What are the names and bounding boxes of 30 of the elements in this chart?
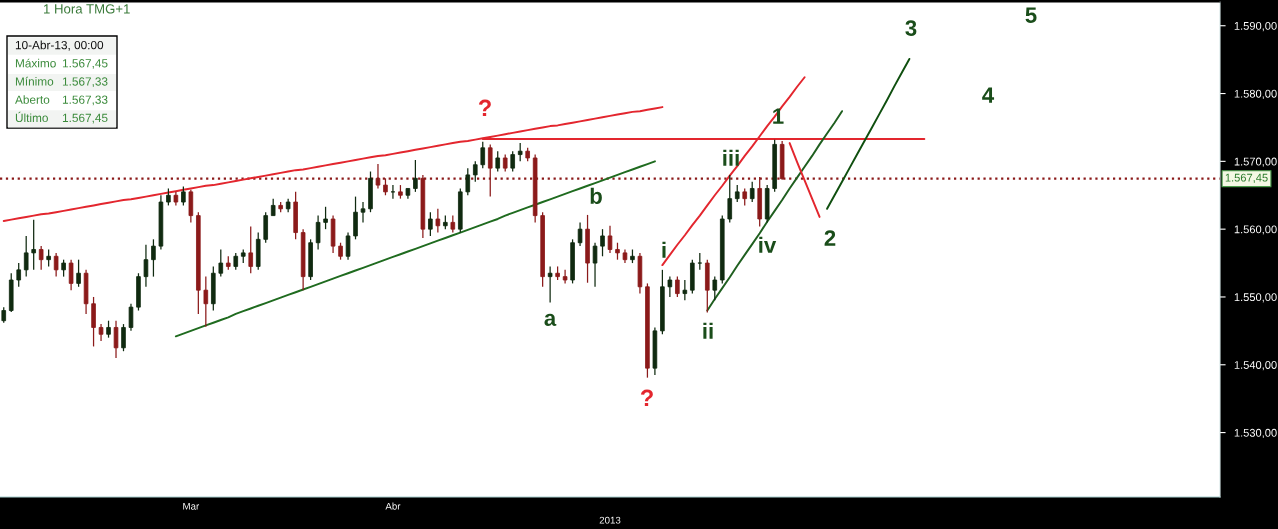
annotation: 4 xyxy=(982,87,995,103)
x-tick-label: Mar xyxy=(183,502,200,510)
annotation: a xyxy=(544,313,557,326)
y-tick-label: 1.590,00 xyxy=(1234,22,1277,32)
y-tick-label: 1.560,00 xyxy=(1234,225,1277,235)
chart-title: 1 Hora TMG+1 xyxy=(44,4,130,14)
annotation: b xyxy=(590,187,602,204)
annotation: ? xyxy=(478,99,491,117)
annotation: 1 xyxy=(773,108,784,124)
annotation: 3 xyxy=(905,20,917,36)
annotation: 2 xyxy=(824,230,836,246)
y-tick-label: 1.550,00 xyxy=(1234,293,1277,303)
annotation: Máximo 1.567,45 xyxy=(15,58,108,69)
x-tick-label: Abr xyxy=(385,502,401,510)
ref-line-label: 1.567,45 xyxy=(1225,173,1268,183)
annotation: ? xyxy=(640,389,653,407)
annotation: 5 xyxy=(1025,7,1037,23)
annotation: iv xyxy=(759,236,777,253)
y-tick-label: 1.540,00 xyxy=(1234,361,1277,371)
y-tick-label: 1.570,00 xyxy=(1234,157,1277,167)
annotation: Mínimo 1.567,33 xyxy=(15,76,108,88)
annotation: ii xyxy=(703,322,713,339)
y-tick-label: 1.580,00 xyxy=(1234,89,1277,99)
y-tick-label: 1.530,00 xyxy=(1234,428,1277,439)
annotation: i xyxy=(662,241,666,258)
annotation: iii xyxy=(723,149,739,166)
annotation: 10-Abr-13, 00:00 xyxy=(15,40,104,51)
x-axis-title: 2013 xyxy=(599,516,621,524)
text: Último 1.567,45 xyxy=(15,111,108,124)
annotation: Aberto 1.567,33 xyxy=(15,95,108,106)
